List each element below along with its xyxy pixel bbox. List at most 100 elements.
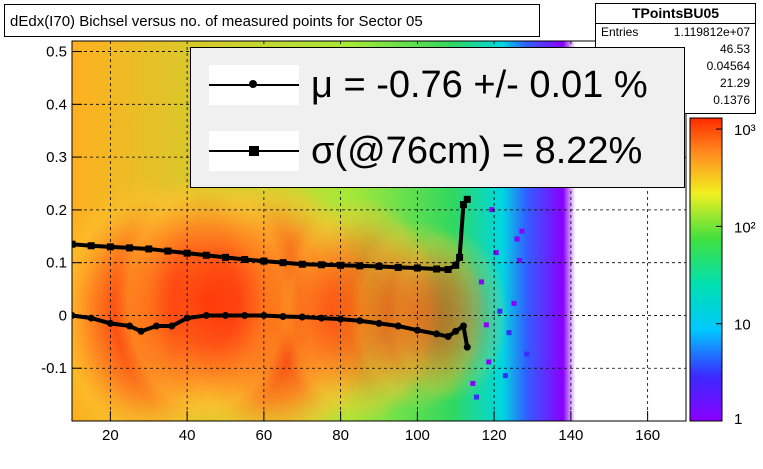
legend-sample	[209, 131, 299, 171]
sigma-point	[452, 261, 460, 269]
x-tick-label: 100	[405, 427, 430, 444]
sparse-bin	[506, 330, 512, 336]
mean-point	[137, 327, 145, 335]
sigma-point	[298, 260, 306, 268]
legend-mu-text: μ = -0.76 +/- 0.01 %	[311, 64, 648, 106]
mean-point	[222, 311, 229, 319]
sparse-bin	[483, 322, 489, 328]
legend-sample	[209, 65, 299, 105]
circle-marker-icon	[249, 80, 257, 88]
mean-point	[337, 315, 345, 323]
mean-point	[394, 322, 402, 330]
stats-value: 0.04564	[706, 59, 750, 73]
sigma-point	[222, 253, 229, 261]
sparse-bin	[524, 351, 530, 357]
chart-title: dEdx(I70) Bichsel versus no. of measured…	[4, 4, 540, 37]
sigma-point	[164, 247, 172, 255]
stats-name: TPointsBU05	[596, 4, 755, 24]
sigma-point	[356, 262, 364, 270]
x-tick-label: 140	[558, 427, 583, 444]
sigma-point	[413, 264, 421, 272]
x-tick-label: 20	[102, 427, 119, 444]
sigma-point	[202, 251, 210, 259]
mean-point	[106, 319, 114, 327]
stats-row: 0.04564	[596, 58, 755, 75]
sigma-point	[456, 253, 464, 261]
sigma-point	[279, 259, 287, 267]
legend: μ = -0.76 +/- 0.01 % σ(@76cm) = 8.22%	[190, 47, 685, 188]
sigma-point	[433, 265, 441, 273]
sigma-point	[317, 261, 325, 269]
sparse-bin	[514, 236, 520, 242]
sigma-point	[126, 244, 134, 252]
color-scale-label: 10³	[734, 122, 756, 139]
mean-point	[298, 313, 306, 321]
y-tick-label: 0.3	[46, 149, 67, 166]
y-tick-label: 0	[59, 307, 67, 324]
sparse-bin	[470, 380, 476, 386]
color-scale-label: 10	[734, 317, 751, 334]
stats-row: 0.1376	[596, 92, 755, 109]
mean-point	[356, 317, 364, 325]
mean-point	[152, 322, 160, 330]
axes: 20 40 60 80 100 120 140 160 -0.1 0 0.1 0.2 0.3 0.4 0.5	[41, 44, 660, 444]
sparse-bin	[489, 207, 495, 213]
stats-row: 21.29	[596, 75, 755, 92]
density-region	[387, 228, 510, 403]
sigma-point	[444, 266, 452, 274]
legend-entry-mu: μ = -0.76 +/- 0.01 %	[191, 56, 684, 116]
mean-point	[463, 343, 471, 351]
stats-row: 46.53	[596, 41, 755, 58]
sigma-point	[375, 262, 383, 270]
mean-point	[87, 314, 95, 322]
mean-point	[241, 311, 249, 319]
stats-value: 21.29	[719, 76, 750, 90]
mean-point	[375, 319, 383, 327]
sparse-bin	[516, 257, 522, 263]
mean-point	[168, 322, 176, 330]
mean-point	[433, 330, 441, 338]
color-scale-bar: 1 10 10² 10³	[689, 117, 756, 428]
mean-point	[202, 311, 210, 319]
mean-point	[413, 326, 421, 334]
stats-value: 0.1376	[713, 93, 750, 107]
mean-point	[317, 314, 325, 322]
y-tick-label: 0.2	[46, 202, 67, 219]
sigma-point	[72, 240, 76, 248]
x-tick-label: 40	[179, 427, 196, 444]
x-tick-label: 120	[482, 427, 507, 444]
mean-point	[452, 327, 460, 335]
mean-point	[444, 333, 452, 341]
color-scale-label: 10²	[734, 219, 756, 236]
stats-row: Entries 1.119812e+07	[596, 24, 755, 41]
x-tick-label: 160	[635, 427, 660, 444]
sigma-point	[394, 263, 402, 271]
sparse-bin	[519, 228, 525, 234]
mean-point	[459, 322, 467, 330]
sparse-bin	[474, 394, 480, 400]
sigma-point	[260, 257, 268, 265]
sigma-point	[241, 256, 249, 263]
stats-key: Entries	[601, 25, 639, 39]
y-tick-label: -0.1	[41, 360, 67, 377]
x-tick-label: 60	[256, 427, 273, 444]
plot-frame	[71, 40, 687, 422]
legend-entry-sigma: σ(@76cm) = 8.22%	[191, 122, 684, 182]
sigma-point	[337, 261, 345, 269]
mean-point	[260, 311, 268, 319]
sparse-bin	[486, 359, 492, 365]
sigma-point	[106, 243, 114, 251]
color-scale-gradient	[689, 117, 723, 422]
y-tick-label: 0.4	[46, 96, 67, 113]
sigma-point	[145, 245, 153, 253]
density-region	[113, 172, 299, 421]
stats-value: 1.119812e+07	[673, 25, 750, 39]
legend-sigma-text: σ(@76cm) = 8.22%	[311, 130, 643, 172]
sigma-point	[463, 195, 471, 203]
x-tick-label: 80	[332, 427, 349, 444]
square-marker-icon	[249, 146, 259, 156]
sigma-point	[87, 242, 95, 250]
sparse-bin	[478, 279, 484, 285]
sparse-bin	[493, 250, 499, 256]
stats-value: 46.53	[719, 42, 750, 56]
